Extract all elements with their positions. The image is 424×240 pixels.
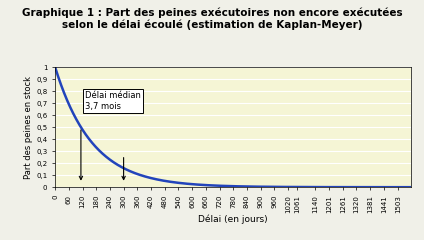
Text: Délai médian
3,7 mois: Délai médian 3,7 mois: [85, 91, 141, 110]
X-axis label: Délai (en jours): Délai (en jours): [198, 214, 268, 224]
Y-axis label: Part des peines en stock: Part des peines en stock: [25, 76, 33, 179]
Text: Graphique 1 : Part des peines exécutoires non encore exécutées
selon le délai éc: Graphique 1 : Part des peines exécutoire…: [22, 7, 402, 30]
